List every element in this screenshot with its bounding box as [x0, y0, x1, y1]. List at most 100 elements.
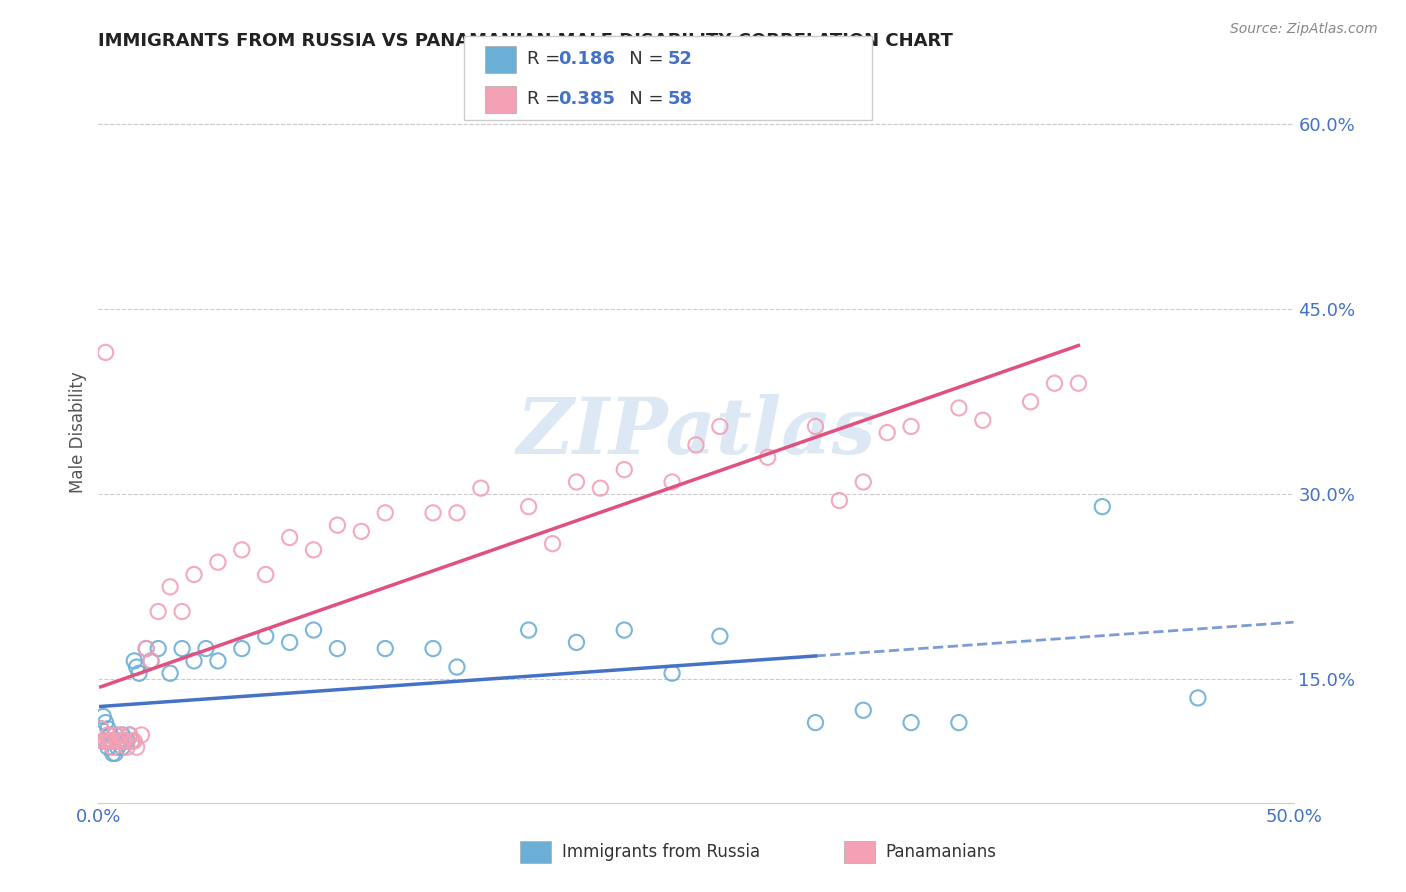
Point — [125, 660, 148, 674]
Point — [1091, 500, 1114, 514]
Point — [1187, 690, 1209, 705]
Point — [111, 728, 134, 742]
Point — [159, 666, 181, 681]
Point — [148, 605, 170, 619]
Point — [804, 715, 827, 730]
Point — [114, 734, 136, 748]
Point — [101, 740, 124, 755]
Point — [101, 747, 124, 761]
Text: N =: N = — [612, 51, 669, 69]
Text: Immigrants from Russia: Immigrants from Russia — [562, 843, 761, 861]
Point — [124, 734, 146, 748]
Point — [852, 475, 875, 489]
Point — [948, 715, 970, 730]
Point — [1067, 376, 1090, 391]
Point — [207, 555, 229, 569]
Point — [94, 715, 117, 730]
Point — [446, 660, 468, 674]
Point — [589, 481, 612, 495]
Point — [98, 734, 122, 748]
Point — [828, 493, 851, 508]
Point — [254, 629, 277, 643]
Point — [302, 542, 325, 557]
Point — [101, 734, 124, 748]
Point — [231, 542, 253, 557]
Point — [107, 734, 129, 748]
Point — [128, 666, 150, 681]
Point — [131, 728, 153, 742]
Point — [115, 740, 138, 755]
Point — [972, 413, 994, 427]
Point — [374, 641, 396, 656]
Point — [107, 734, 129, 748]
Point — [446, 506, 468, 520]
Text: R =: R = — [527, 90, 567, 108]
Point — [107, 734, 129, 748]
Point — [709, 419, 731, 434]
Point — [804, 419, 827, 434]
Point — [231, 641, 253, 656]
Point — [517, 500, 540, 514]
Point — [94, 734, 117, 748]
Point — [326, 641, 349, 656]
Point — [104, 728, 127, 742]
Point — [278, 531, 301, 545]
Point — [172, 641, 194, 656]
Point — [422, 641, 444, 656]
Text: Panamanians: Panamanians — [886, 843, 997, 861]
Text: ZIPatlas: ZIPatlas — [516, 394, 876, 471]
Point — [118, 728, 141, 742]
Point — [876, 425, 898, 440]
Point — [183, 654, 205, 668]
Point — [114, 734, 136, 748]
Point — [685, 438, 707, 452]
Text: 0.186: 0.186 — [558, 51, 616, 69]
Text: 58: 58 — [668, 90, 693, 108]
Point — [97, 740, 120, 755]
Point — [94, 734, 117, 748]
Point — [98, 734, 122, 748]
Point — [90, 722, 112, 736]
Point — [159, 580, 181, 594]
Point — [97, 728, 120, 742]
Point — [756, 450, 779, 465]
Text: R =: R = — [527, 51, 567, 69]
Point — [207, 654, 229, 668]
Text: 0.385: 0.385 — [558, 90, 616, 108]
Point — [107, 740, 129, 755]
Point — [139, 654, 162, 668]
Point — [661, 475, 683, 489]
Point — [135, 641, 157, 656]
Point — [422, 506, 444, 520]
Point — [91, 734, 114, 748]
Point — [565, 475, 588, 489]
Point — [326, 518, 349, 533]
Point — [124, 654, 146, 668]
Point — [613, 462, 636, 476]
Point — [115, 734, 138, 748]
Point — [139, 654, 162, 668]
Point — [172, 605, 194, 619]
Point — [278, 635, 301, 649]
Point — [195, 641, 218, 656]
Point — [98, 728, 122, 742]
Point — [709, 629, 731, 643]
Text: IMMIGRANTS FROM RUSSIA VS PANAMANIAN MALE DISABILITY CORRELATION CHART: IMMIGRANTS FROM RUSSIA VS PANAMANIAN MAL… — [98, 32, 953, 50]
Point — [125, 740, 148, 755]
Point — [661, 666, 683, 681]
Point — [91, 734, 114, 748]
Point — [121, 734, 143, 748]
Point — [374, 506, 396, 520]
Y-axis label: Male Disability: Male Disability — [69, 372, 87, 493]
Point — [104, 747, 127, 761]
Point — [254, 567, 277, 582]
Text: Source: ZipAtlas.com: Source: ZipAtlas.com — [1230, 22, 1378, 37]
Point — [900, 715, 922, 730]
Point — [1043, 376, 1066, 391]
Point — [852, 703, 875, 717]
Point — [1019, 394, 1042, 409]
Point — [350, 524, 373, 539]
Point — [90, 722, 112, 736]
Point — [111, 740, 134, 755]
Point — [108, 734, 131, 748]
